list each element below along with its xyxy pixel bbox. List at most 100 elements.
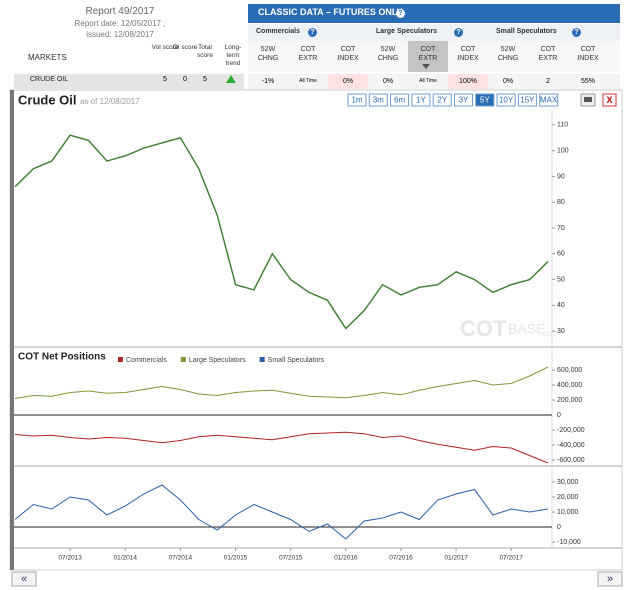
column-header[interactable]: COT EXTR [538, 46, 558, 62]
sort-arrow [422, 64, 430, 69]
y-tick-label: 600,000 [557, 367, 582, 374]
group-header: Small Speculators [496, 28, 557, 35]
y-tick-label: 0 [557, 524, 561, 531]
y-tick-label: 60 [557, 251, 565, 258]
range-button[interactable] [475, 93, 495, 107]
next-button[interactable] [597, 571, 623, 587]
y-tick-label: 400,000 [557, 382, 582, 389]
range-label: 1m [351, 96, 362, 105]
score: 5 [163, 76, 167, 83]
legend-label[interactable]: Commercials [126, 357, 167, 364]
print-icon[interactable] [580, 93, 596, 107]
cell: 55% [580, 78, 595, 85]
prev-button[interactable] [11, 571, 37, 587]
close-button[interactable] [602, 93, 617, 107]
column-header[interactable]: COT EXTR [298, 46, 318, 62]
score-header: Total score [197, 44, 213, 59]
report-issued: issued: 12/08/2017 [86, 30, 154, 39]
column-header[interactable]: COT EXTR [418, 46, 438, 62]
x-tick-label: 07/2017 [499, 555, 523, 562]
banner-title: CLASSIC DATA – FUTURES ONLY [258, 7, 403, 17]
range-button[interactable] [496, 93, 516, 107]
range-label: MAX [540, 96, 558, 105]
y-tick-label: 30,000 [557, 479, 579, 486]
next-label: » [607, 573, 613, 585]
legend-label[interactable]: Large Speculators [189, 357, 246, 364]
series-line [14, 431, 549, 464]
report-date: Report date: 12/05/2017 , [74, 19, 166, 28]
legend-swatch[interactable] [180, 357, 186, 362]
y-tick-label: -400,000 [557, 442, 585, 449]
range-button[interactable] [517, 93, 537, 107]
cell: 0% [342, 78, 354, 85]
legend-label[interactable]: Small Speculators [268, 357, 325, 364]
price-line [14, 134, 549, 330]
column-header[interactable]: 52W CHNG [377, 46, 399, 62]
cell: All Time [419, 78, 437, 84]
panel-bar [10, 90, 14, 570]
help-icon-label: ? [574, 29, 579, 36]
highlight [448, 74, 488, 89]
range-label: 2Y [437, 96, 447, 105]
cell: -1% [261, 78, 275, 85]
range-button[interactable] [454, 93, 473, 107]
range-button[interactable] [411, 93, 431, 107]
range-button[interactable] [390, 93, 410, 107]
score: 0 [183, 76, 187, 83]
watermark: COT [460, 316, 507, 341]
help-icon[interactable] [308, 28, 317, 37]
column-header[interactable]: 52W CHNG [257, 46, 279, 62]
range-button[interactable] [432, 93, 452, 107]
y-tick-label: 10,000 [557, 509, 579, 516]
series-line [14, 366, 549, 399]
range-label: 15Y [520, 96, 535, 105]
legend-swatch[interactable] [118, 357, 123, 362]
column-header[interactable]: COT INDEX [577, 46, 599, 62]
range-label: 3Y [459, 96, 469, 105]
group-header: Large Speculators [376, 28, 438, 35]
score-header: OI score [172, 44, 198, 51]
y-tick-label: 70 [557, 225, 565, 232]
y-tick-label: 110 [557, 122, 568, 129]
score: 5 [203, 76, 207, 83]
range-label: 1Y [416, 96, 426, 105]
help-icon-label: ? [456, 29, 461, 36]
range-button[interactable] [539, 93, 559, 107]
column-header[interactable]: COT INDEX [337, 46, 359, 62]
cell: 0% [382, 78, 394, 85]
help-icon-label: ? [310, 29, 315, 36]
help-icon[interactable] [396, 9, 405, 18]
banner [248, 4, 620, 23]
x-tick-label: 01/2015 [224, 555, 248, 562]
y-tick-label: 50 [557, 276, 565, 283]
help-icon[interactable] [572, 28, 581, 37]
legend-swatch[interactable] [259, 357, 265, 362]
y-tick-label: -200,000 [557, 427, 585, 434]
score-header: Vol score [151, 44, 179, 51]
range-button[interactable] [368, 93, 388, 107]
column-header[interactable]: COT INDEX [457, 46, 479, 62]
range-label: 6m [394, 96, 405, 105]
column-header[interactable]: 52W CHNG [497, 46, 519, 62]
cot-title: COT Net Positions [18, 352, 106, 363]
y-tick-label: 20,000 [557, 494, 579, 501]
range-button[interactable] [347, 93, 367, 107]
group-row [248, 24, 620, 41]
y-tick-label: -10,000 [557, 539, 581, 546]
chart-panel [9, 89, 623, 571]
x-tick-label: 07/2015 [279, 555, 303, 562]
range-label: 5Y [480, 96, 490, 105]
market-name: CRUDE OIL [30, 76, 69, 83]
cell: All Time [299, 78, 317, 84]
group-header: Commercials [256, 28, 300, 35]
y-tick-label: 200,000 [557, 397, 582, 404]
x-tick-label: 01/2017 [444, 555, 468, 562]
x-tick-label: 01/2014 [114, 555, 138, 562]
range-label: 10Y [499, 96, 514, 105]
help-icon[interactable] [454, 28, 463, 37]
highlight [328, 74, 368, 89]
x-tick-label: 01/2016 [334, 555, 358, 562]
range-label: 3m [373, 96, 384, 105]
y-tick-label: 0 [557, 412, 561, 419]
